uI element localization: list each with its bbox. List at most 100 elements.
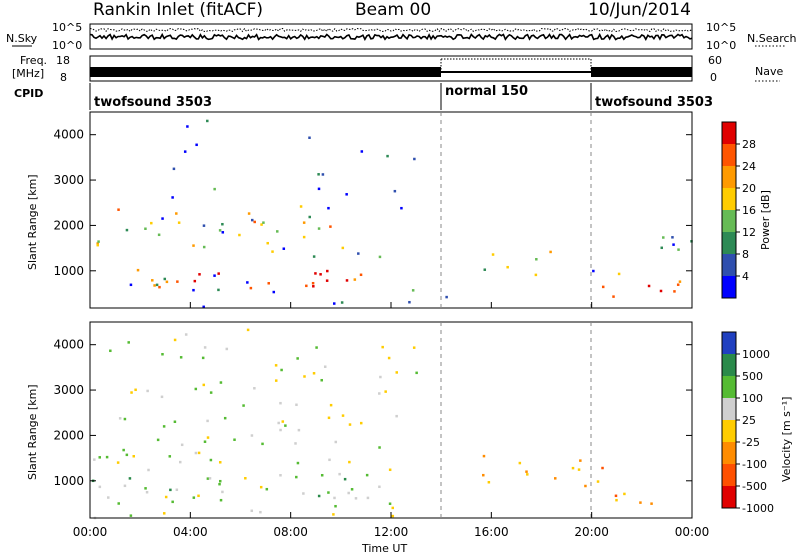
data-cell [378,255,382,259]
data-cell [118,417,122,420]
data-cell [249,286,253,290]
colorbar-tick-label: -25 [742,436,760,449]
data-cell [295,475,298,479]
data-cell [271,250,274,253]
x-tick-label: 20:00 [574,525,609,539]
data-cell [116,461,120,464]
data-cell [577,468,581,471]
data-cell [165,280,169,284]
data-cell [109,349,112,353]
data-cell [353,278,357,281]
data-cell [378,446,381,449]
nsearch-tick-top: 10^5 [706,21,736,34]
data-cell [218,479,222,483]
data-cell [217,288,220,292]
data-cell [195,143,198,147]
data-cell [157,233,161,237]
data-cell [219,498,223,502]
data-cell [279,474,282,477]
data-cell [98,485,102,489]
colorbar-segment [722,144,736,167]
data-cell [202,383,206,387]
data-cell [379,375,382,379]
data-cell [147,468,150,472]
nsky-trace [89,32,693,41]
y-tick-label: 4000 [53,338,84,352]
data-cell [354,497,358,500]
nsearch-label: N.Search [747,32,797,45]
data-cell [238,233,241,237]
data-cell [678,280,682,283]
data-cell [203,440,207,443]
data-cell [250,509,254,513]
colorbar-tick-label: 24 [742,160,756,173]
data-cell [194,451,198,455]
data-cell [168,455,172,458]
velocity-y-label: Slant Range [km] [26,384,39,480]
data-cell [186,125,189,128]
data-cell [305,284,308,288]
data-cell [676,283,680,286]
data-cell [123,417,127,421]
data-cell [221,222,224,226]
data-cell [153,284,156,287]
data-cell [332,302,336,305]
data-cell [323,365,327,368]
data-cell [105,455,109,459]
data-cell [280,368,283,372]
data-cell [177,221,181,224]
data-cell [518,461,522,465]
data-cell [272,290,276,294]
data-cell [338,472,341,476]
data-cell [662,236,665,239]
data-cell [198,273,201,276]
data-cell [173,420,177,424]
colorbar-segment [722,232,736,255]
power-y-label: Slant Range [km] [26,174,39,270]
colorbar-tick-label: 28 [742,138,756,151]
colorbar-segment [722,464,736,487]
colorbar-tick-label: 4 [742,270,749,283]
data-cell [317,494,321,498]
data-cell [217,272,220,275]
data-cell [197,494,200,498]
nave-trace [440,58,592,70]
data-cell [412,346,416,349]
data-cell [639,501,642,504]
data-cell [334,440,338,444]
x-tick-label: 12:00 [374,525,409,539]
data-cell [193,279,197,283]
cpid-segment-3: twofsound 3503 [595,95,713,110]
data-cell [125,228,129,232]
data-cell [647,284,651,288]
data-cell [672,243,675,246]
power-colorbar-label: Power [dB] [759,190,772,250]
data-cell [150,221,153,225]
colorbar-segment [722,166,736,189]
data-cell [333,496,336,500]
data-cell [156,438,160,442]
data-cell [360,150,364,153]
data-cell [319,273,322,276]
data-cell [253,220,256,224]
data-cell [579,459,582,462]
data-cell [276,230,279,233]
colorbar-segment [722,188,736,211]
data-cell [96,243,99,247]
data-cell [327,206,330,210]
data-cell [117,502,120,505]
data-cell [274,364,278,367]
colorbar-tick-label: -1000 [742,502,774,515]
nave-tick-top: 60 [708,54,722,67]
data-cell [391,506,394,510]
colorbar-segment [722,354,736,377]
velocity-y-axis: 1000 2000 3000 4000 [53,338,692,488]
data-cell [345,193,348,196]
data-cell [206,419,209,423]
nsearch-trace [89,27,693,33]
freq-unit: [MHz] [12,67,44,80]
colorbar-segment [722,442,736,465]
data-cell [161,217,164,220]
data-cell [171,196,174,199]
